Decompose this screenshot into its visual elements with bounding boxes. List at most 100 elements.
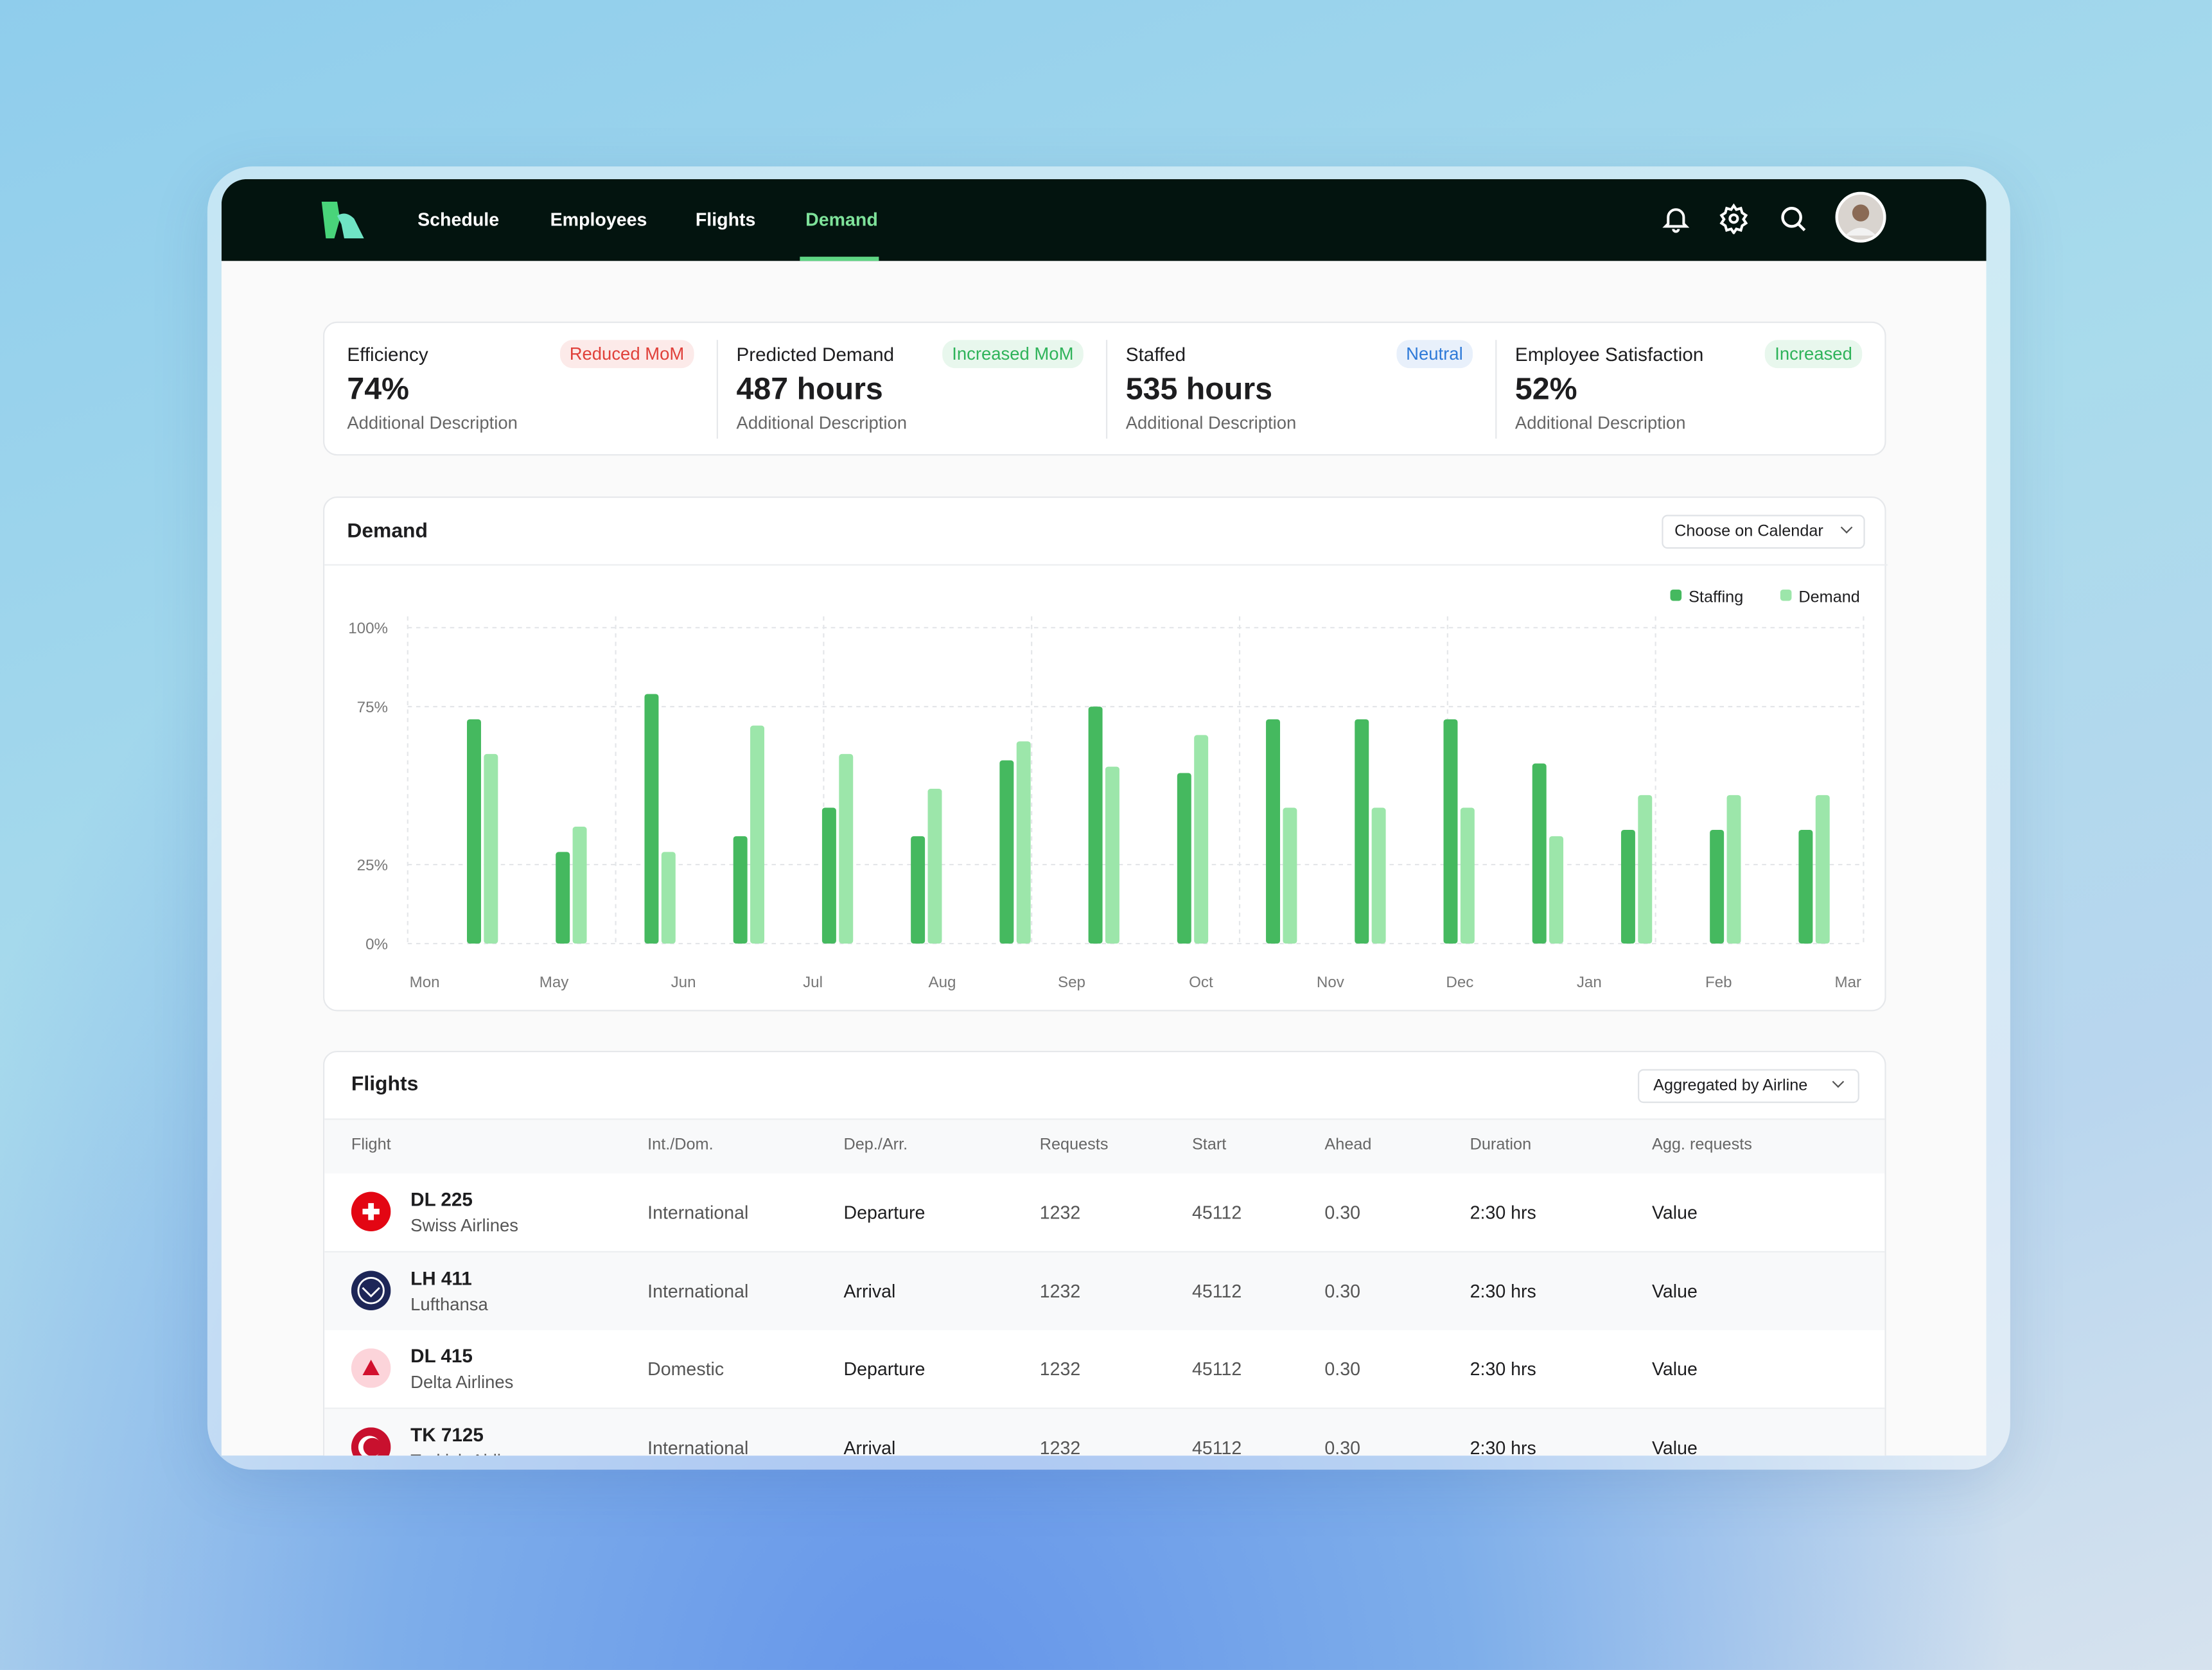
demand-chart: 0% 25% 75% 100% Mon May Jun Jul Aug Sep Oct Nov Dec J…: [348, 588, 1865, 991]
kpi-badge: Neutral: [1396, 340, 1473, 369]
nav-item[interactable]: Demand: [805, 208, 878, 230]
table-row[interactable]: TK 7125 Turkish Airlines International Arri…: [324, 1408, 1885, 1456]
x-tick-label: Jul: [803, 974, 823, 991]
x-tick-label: Jan: [1577, 974, 1602, 991]
nav-item[interactable]: Flights: [695, 208, 756, 230]
column-header: Dep./Arr.: [843, 1136, 908, 1154]
kpi-divider: [1495, 340, 1497, 439]
cell-ahead: 0.30: [1324, 1436, 1361, 1456]
y-tick-label: 75%: [357, 699, 388, 716]
legend-label: Demand: [1798, 588, 1859, 606]
airline-logo: [351, 1348, 391, 1388]
legend-swatch: [1780, 589, 1792, 601]
cell-direction: Arrival: [843, 1279, 896, 1301]
cell-scope: Domestic: [647, 1358, 724, 1380]
bar: [1532, 763, 1547, 944]
bar: [1105, 766, 1119, 944]
dropdown[interactable]: Choose on Calendar: [1662, 514, 1865, 549]
cell-agg: Value: [1651, 1201, 1698, 1223]
x-tick-label: Feb: [1705, 974, 1732, 991]
bar: [821, 807, 836, 944]
kpi-value: 487 hours: [736, 371, 883, 407]
bar: [572, 827, 587, 944]
column-header: Int./Dom.: [647, 1136, 714, 1154]
bar: [1549, 836, 1564, 944]
nav-item[interactable]: Employees: [550, 208, 647, 230]
bar: [1638, 795, 1653, 944]
cell-ahead: 0.30: [1324, 1201, 1361, 1223]
bar: [1355, 719, 1369, 944]
cell-agg: Value: [1651, 1358, 1698, 1380]
column-header: Flight: [351, 1136, 391, 1154]
flight-number: DL 225: [410, 1189, 473, 1211]
card-title: Flights: [351, 1073, 419, 1096]
kpi-description: Additional Description: [1125, 413, 1297, 434]
x-tick-label: Mar: [1834, 974, 1861, 991]
bar: [484, 753, 498, 944]
bar: [733, 836, 748, 944]
bar: [1443, 719, 1458, 944]
bar: [999, 760, 1014, 944]
settings-icon[interactable]: [1718, 203, 1749, 234]
cell-agg: Value: [1651, 1279, 1698, 1301]
cell-direction: Departure: [843, 1358, 926, 1380]
table-header-row: [324, 1118, 1885, 1175]
kpi-label: Predicted Demand: [736, 344, 895, 365]
kpi-badge: Reduced MoM: [559, 340, 694, 369]
kpi-value: 52%: [1514, 371, 1577, 407]
kpi-label: Efficiency: [347, 344, 428, 365]
legend-swatch: [1670, 589, 1682, 601]
cell-ahead: 0.30: [1324, 1279, 1361, 1301]
column-header: Start: [1191, 1136, 1227, 1154]
kpi-badge: Increased MoM: [942, 340, 1084, 369]
airline-name: Delta Airlines: [410, 1372, 514, 1393]
bar: [1177, 773, 1191, 944]
cell-scope: International: [647, 1201, 749, 1223]
table-row[interactable]: LH 411 Lufthansa International Arrival 1232 4…: [324, 1251, 1885, 1331]
table-row[interactable]: DL 415 Delta Airlines Domestic Departure 123…: [324, 1330, 1885, 1409]
airline-logo: [351, 1427, 391, 1456]
kpi-description: Additional Description: [1514, 413, 1686, 434]
kpi-label: Employee Satisfaction: [1514, 344, 1704, 365]
logo[interactable]: [320, 199, 365, 242]
kpi-card: Efficiency Reduced MoM 74% Additional Descr…: [322, 321, 1886, 456]
bar: [467, 719, 481, 944]
bell-icon[interactable]: [1660, 203, 1691, 234]
nav-item[interactable]: Schedule: [417, 208, 500, 230]
table-row[interactable]: DL 225 Swiss Airlines International Departu…: [324, 1173, 1885, 1252]
bar: [644, 694, 659, 944]
avatar[interactable]: [1835, 191, 1886, 243]
x-tick-label: Sep: [1058, 974, 1085, 991]
screen: Schedule Employees Flights Demand Efficienc…: [221, 179, 1987, 1456]
flight-number: LH 411: [410, 1267, 472, 1288]
legend-label: Staffing: [1689, 588, 1743, 606]
airline-name: Turkish Airlines: [410, 1450, 529, 1455]
cell-requests: 1232: [1039, 1201, 1081, 1223]
cell-scope: International: [647, 1279, 749, 1301]
bar: [911, 836, 926, 944]
x-tick-label: Mon: [410, 974, 440, 991]
airline-logo: [351, 1270, 391, 1310]
column-header: Ahead: [1324, 1136, 1372, 1154]
cell-direction: Departure: [843, 1201, 926, 1223]
search-icon[interactable]: [1777, 203, 1808, 234]
cell-start: 45112: [1191, 1279, 1242, 1301]
dropdown[interactable]: Aggregated by Airline: [1638, 1069, 1859, 1103]
y-tick-label: 0%: [365, 936, 388, 953]
cell-requests: 1232: [1039, 1279, 1081, 1301]
nav-underline: [800, 256, 879, 261]
top-nav: Schedule Employees Flights Demand: [221, 179, 1987, 261]
airline-name: Swiss Airlines: [410, 1215, 519, 1236]
kpi-value: 74%: [347, 371, 410, 407]
cell-ahead: 0.30: [1324, 1358, 1361, 1380]
cell-start: 45112: [1191, 1201, 1242, 1223]
column-header: Agg. requests: [1651, 1136, 1752, 1154]
bar: [1371, 807, 1386, 944]
chevron: [1832, 1075, 1845, 1088]
kpi-value: 535 hours: [1125, 371, 1273, 407]
bar: [1726, 795, 1741, 944]
bar: [1194, 735, 1209, 944]
x-tick-label: Nov: [1317, 974, 1344, 991]
kpi-description: Additional Description: [347, 413, 518, 434]
